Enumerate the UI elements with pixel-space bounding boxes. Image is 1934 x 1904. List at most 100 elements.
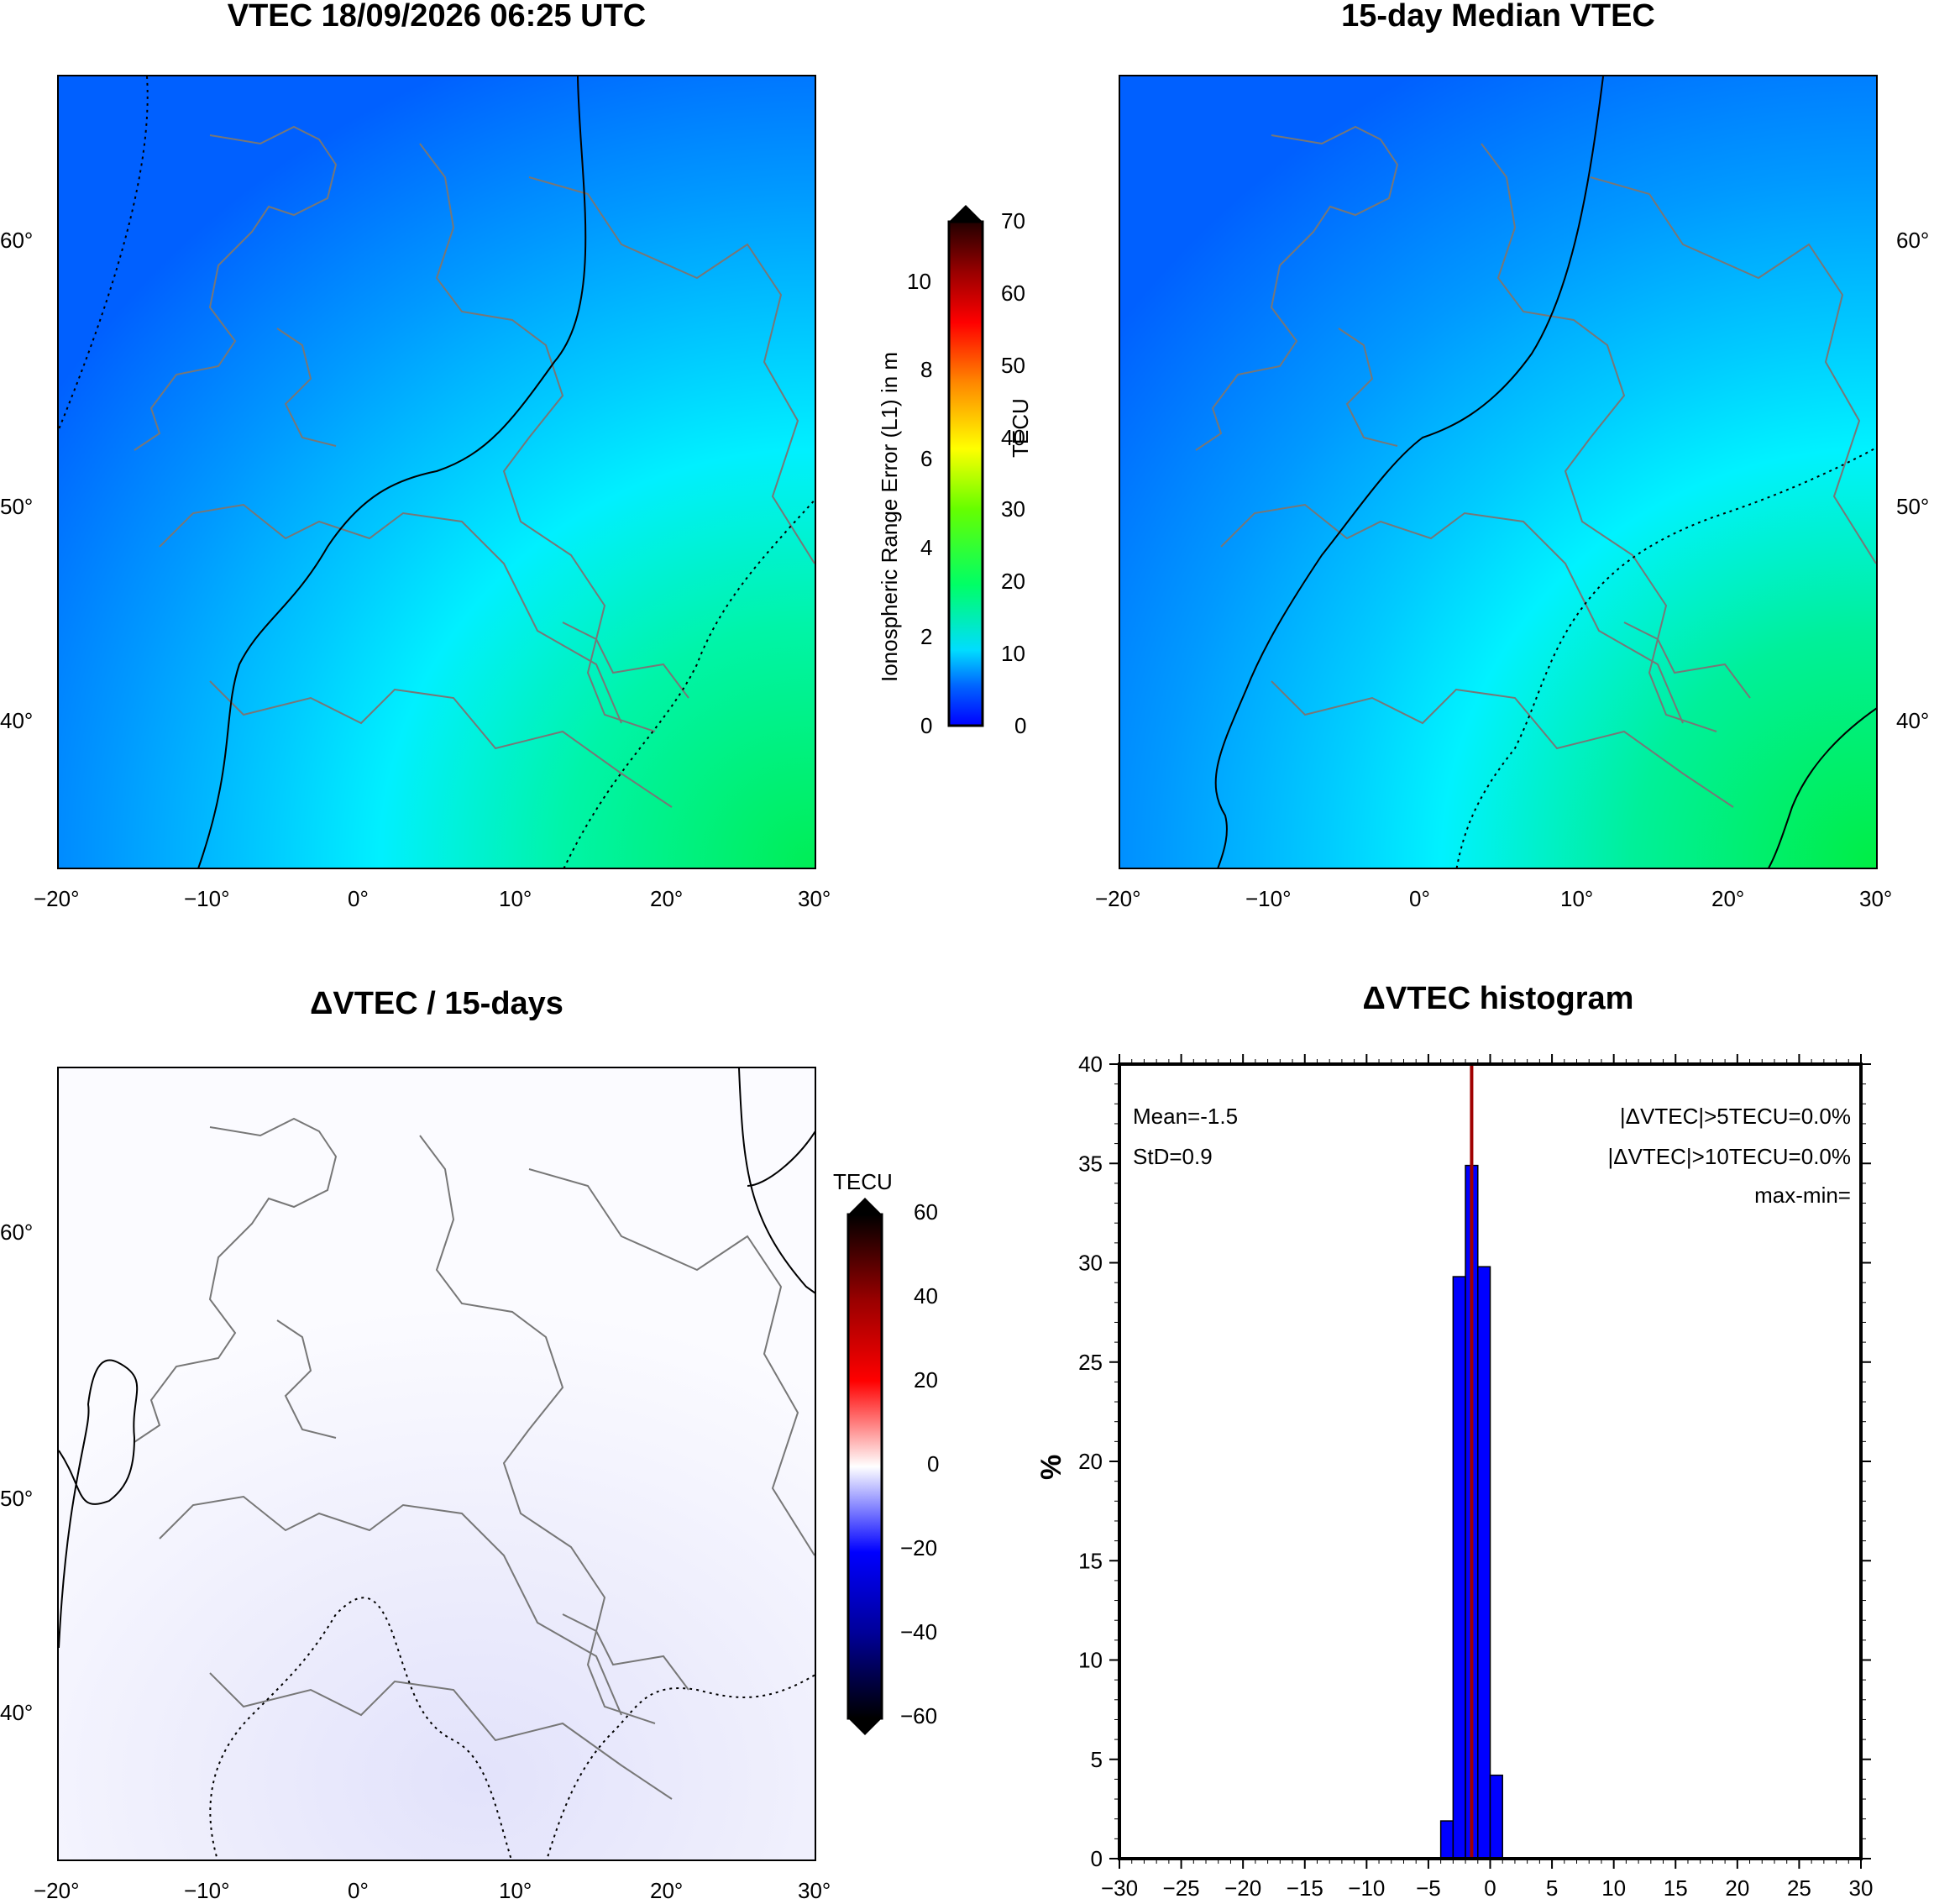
delta-colorbar-tick: −20: [900, 1535, 938, 1560]
delta-colorbar-tick: 0: [927, 1451, 940, 1477]
contour-solid-west: [59, 1359, 139, 1649]
median-lon-tick: 20°: [1711, 886, 1745, 911]
delta-colorbar-unit: TECU: [833, 1169, 893, 1194]
vtec-colorbar-m-tick: 10: [907, 269, 931, 294]
vtec-colorbar-m-tick: 2: [920, 624, 933, 649]
vtec-colorbar-tecu-tick: 20: [1001, 569, 1025, 594]
vtec-colorbar-tecu-tick: 10: [1001, 641, 1025, 666]
vtec-lon-tick: 0°: [348, 886, 369, 911]
median-map-lines: [1195, 76, 1876, 868]
median-lat-tick: 40°: [1896, 708, 1930, 733]
x-tick-label: −15: [1287, 1875, 1323, 1901]
terminator-line: [197, 76, 587, 868]
delta-colorbar-tick: 20: [914, 1367, 938, 1393]
vtec-colorbar-tecu-tick: 60: [1001, 281, 1025, 306]
vtec-colorbar-tecu-tick: 0: [1014, 713, 1027, 738]
delta-lon-tick: 0°: [348, 1878, 369, 1903]
histogram-gt5: |ΔVTEC|>5TECU=0.0%: [1619, 1104, 1851, 1129]
vtec-colorbar-tecu-tick: 30: [1001, 496, 1025, 522]
delta-colorbar-tick: −60: [900, 1703, 938, 1728]
histogram-gt10: |ΔVTEC|>10TECU=0.0%: [1607, 1144, 1851, 1169]
vtec-lat-tick: 60°: [0, 228, 34, 253]
histogram-maxmin: max-min=: [1754, 1183, 1851, 1208]
vtec-colorbar: [947, 205, 984, 727]
x-tick-label: −25: [1163, 1875, 1200, 1901]
contour-dotted-1: [209, 1597, 512, 1859]
vtec-lon-tick: 20°: [650, 886, 684, 911]
vtec-colorbar-tecu-tick: 70: [1001, 208, 1025, 233]
x-tick-label: −30: [1101, 1875, 1138, 1901]
x-tick-label: 25: [1787, 1875, 1811, 1901]
histogram-chart: −30 −25 −20 −15 −10 −5 0 5 10 15 20 25 30 0 5 10 15 20 25 3…: [1078, 1052, 1873, 1901]
median-lat-tick: 60°: [1896, 228, 1930, 253]
delta-lon-tick: −20°: [34, 1878, 80, 1903]
delta-map: [57, 1067, 816, 1861]
vtec-lon-tick: −10°: [184, 886, 230, 911]
histogram-bar: [1489, 1774, 1503, 1859]
median-lon-tick: −20°: [1095, 886, 1141, 911]
y-tick-label: 40: [1078, 1052, 1103, 1077]
vtec-colorbar-range-label: Ionospheric Range Error (L1) in m: [877, 351, 902, 682]
histogram-bar: [1477, 1266, 1491, 1859]
x-tick-label: −10: [1348, 1875, 1385, 1901]
coastlines: [134, 1117, 815, 1800]
histogram-mean: Mean=-1.5: [1133, 1104, 1239, 1129]
terminator-line: [1214, 76, 1604, 868]
vtec-lon-tick: −20°: [34, 886, 80, 911]
median-lon-tick: 10°: [1560, 886, 1594, 911]
y-tick-label: 30: [1078, 1251, 1103, 1276]
median-lon-tick: 30°: [1859, 886, 1893, 911]
y-tick-label: 5: [1091, 1747, 1103, 1772]
delta-colorbar-tick: 60: [914, 1199, 938, 1225]
y-tick-label: 20: [1078, 1449, 1103, 1474]
x-tick-label: 5: [1546, 1875, 1558, 1901]
delta-lat-tick: 60°: [0, 1220, 34, 1245]
vtec-lat-tick: 40°: [0, 708, 34, 733]
vtec-colorbar-m-tick: 4: [920, 535, 933, 560]
contour-solid-north: [738, 1068, 815, 1294]
median-lon-tick: −10°: [1245, 886, 1292, 911]
y-tick-label: 35: [1078, 1151, 1103, 1176]
median-lon-tick: 0°: [1409, 886, 1430, 911]
x-tick-label: 20: [1725, 1875, 1749, 1901]
delta-lon-tick: 10°: [499, 1878, 532, 1903]
contour-solid-ne: [747, 1130, 815, 1187]
contour-solid-se: [1768, 707, 1876, 868]
contour-dotted: [1455, 447, 1876, 868]
histogram-title: ΔVTEC histogram: [1362, 981, 1634, 1016]
histogram-bar: [1439, 1820, 1454, 1859]
median-lat-tick: 50°: [1896, 494, 1930, 519]
delta-lat-tick: 50°: [0, 1486, 34, 1511]
delta-map-lines: [59, 1068, 815, 1859]
vtec-lon-tick: 10°: [499, 886, 532, 911]
x-tick-label: −20: [1224, 1875, 1261, 1901]
histogram-bar: [1452, 1276, 1466, 1859]
coastlines: [134, 125, 815, 808]
vtec-colorbar-tecu-tick: 40: [1001, 425, 1025, 450]
y-tick-label: 25: [1078, 1350, 1103, 1375]
contour-dotted-west: [59, 76, 149, 430]
delta-lon-tick: 20°: [650, 1878, 684, 1903]
contour-dotted-east: [563, 498, 815, 868]
y-tick-label: 0: [1091, 1846, 1103, 1871]
delta-title: ΔVTEC / 15-days: [310, 986, 563, 1021]
y-tick-label: 15: [1078, 1548, 1103, 1573]
vtec-colorbar-m-tick: 0: [920, 713, 933, 738]
delta-colorbar-tick: −40: [900, 1619, 938, 1644]
median-title: 15-day Median VTEC: [1341, 0, 1655, 34]
histogram-ylabel: %: [1035, 1454, 1067, 1480]
vtec-map: [57, 75, 816, 869]
delta-lon-tick: −10°: [184, 1878, 230, 1903]
vtec-title: VTEC 18/09/2026 06:25 UTC: [227, 0, 647, 34]
delta-lon-tick: 30°: [798, 1878, 831, 1903]
histogram-std: StD=0.9: [1133, 1144, 1213, 1169]
median-map: [1119, 75, 1878, 869]
contour-dotted-2: [546, 1674, 815, 1859]
y-tick-label: 10: [1078, 1648, 1103, 1673]
x-tick-label: 10: [1601, 1875, 1626, 1901]
vtec-colorbar-m-tick: 6: [920, 446, 933, 471]
vtec-map-lines: [59, 76, 815, 868]
x-tick-label: −5: [1416, 1875, 1441, 1901]
vtec-colorbar-tecu-tick: 50: [1001, 353, 1025, 378]
x-tick-label: 0: [1484, 1875, 1496, 1901]
